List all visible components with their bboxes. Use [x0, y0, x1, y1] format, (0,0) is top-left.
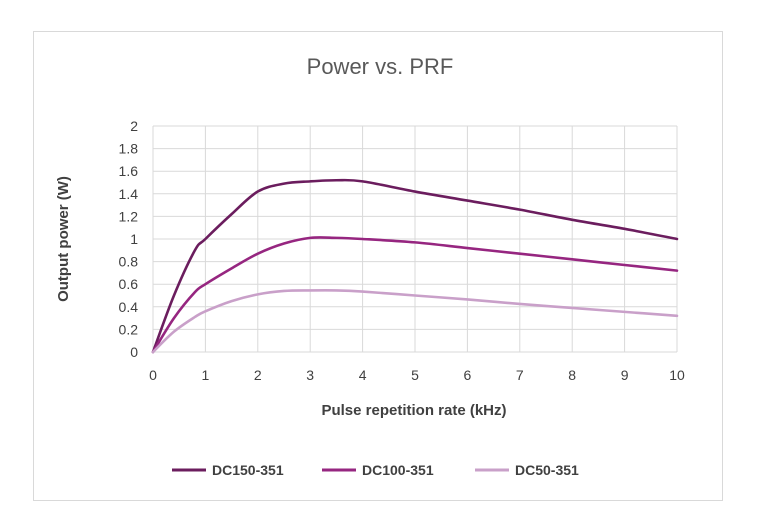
- series-lines: [151, 178, 679, 354]
- x-tick-label: 2: [254, 367, 262, 383]
- y-tick-label: 1.4: [119, 186, 139, 202]
- y-tick-label: 1.2: [119, 208, 139, 224]
- x-tick-label: 10: [669, 367, 685, 383]
- y-tick-labels: 0 0.2 0.4 0.6 0.8 1 1.2 1.4 1.6 1.8 2: [119, 118, 139, 360]
- y-tick-label: 0.8: [119, 254, 139, 270]
- x-tick-labels: 0 1 2 3 4 5 6 7 8 9 10: [149, 367, 685, 383]
- x-tick-label: 3: [306, 367, 314, 383]
- legend-label-dc150-351: DC150-351: [212, 462, 284, 478]
- y-tick-label: 1.6: [119, 163, 139, 179]
- chart-title: Power vs. PRF: [307, 54, 454, 79]
- x-tick-label: 6: [464, 367, 472, 383]
- x-tick-label: 9: [621, 367, 629, 383]
- x-tick-label: 8: [568, 367, 576, 383]
- x-tick-label: 0: [149, 367, 157, 383]
- y-tick-label: 0.4: [119, 299, 139, 315]
- x-tick-label: 1: [202, 367, 210, 383]
- y-axis-label: Output power (W): [55, 176, 72, 302]
- y-tick-label: 1.8: [119, 141, 139, 157]
- y-tick-label: 0.6: [119, 276, 139, 292]
- grid-lines: [152, 125, 678, 353]
- x-axis-label: Pulse repetition rate (kHz): [321, 402, 506, 419]
- series-line-dc50-351: [151, 289, 679, 354]
- x-tick-label: 4: [359, 367, 367, 383]
- series-line-dc100-351: [151, 236, 679, 354]
- legend-label-dc100-351: DC100-351: [362, 462, 434, 478]
- y-tick-label: 0.2: [119, 321, 139, 337]
- x-tick-label: 5: [411, 367, 419, 383]
- y-tick-label: 2: [130, 118, 138, 134]
- legend-label-dc50-351: DC50-351: [515, 462, 579, 478]
- x-tick-label: 7: [516, 367, 524, 383]
- series-line-dc150-351: [151, 178, 679, 354]
- chart-frame: [33, 31, 723, 501]
- legend: DC150-351 DC100-351 DC50-351: [172, 462, 579, 478]
- y-tick-label: 1: [130, 231, 138, 247]
- y-tick-label: 0: [130, 344, 138, 360]
